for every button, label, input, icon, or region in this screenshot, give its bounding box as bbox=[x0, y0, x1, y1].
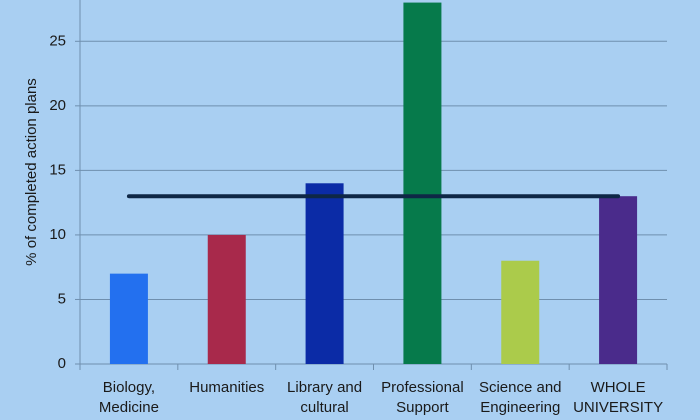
bar bbox=[305, 183, 344, 364]
x-tick-label: Library and cultural bbox=[287, 379, 363, 416]
bar bbox=[109, 273, 148, 364]
bar bbox=[403, 2, 442, 364]
y-tick-label: 5 bbox=[58, 290, 66, 307]
y-axis-label: % of completed action plans bbox=[23, 78, 40, 266]
y-tick-label: 15 bbox=[49, 161, 66, 178]
y-tick-label: 25 bbox=[49, 32, 66, 49]
bar bbox=[599, 196, 638, 364]
x-tick-label: WHOLE UNIVERSITY bbox=[573, 379, 664, 416]
y-tick-label: 10 bbox=[49, 226, 66, 243]
x-tick-label: Science and Engineering bbox=[478, 379, 562, 416]
x-tick-label: Humanities bbox=[189, 379, 265, 396]
x-tick-label: Biology, Medicine bbox=[98, 379, 159, 416]
y-tick-label: 20 bbox=[49, 97, 66, 114]
y-tick-label: 0 bbox=[58, 355, 66, 372]
x-tick-label: Professional Support bbox=[381, 379, 464, 416]
bar bbox=[501, 260, 540, 364]
bar bbox=[207, 234, 246, 364]
